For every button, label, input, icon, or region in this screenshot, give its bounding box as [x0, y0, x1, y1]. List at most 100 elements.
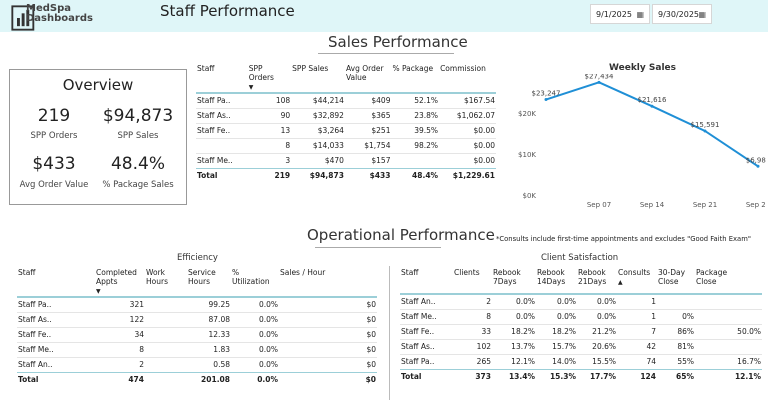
- cell: 15.5%: [592, 357, 616, 366]
- col-header-package-close[interactable]: Package Close: [695, 267, 762, 295]
- cell: 98.2%: [414, 141, 439, 150]
- table-row[interactable]: Staff Pa.. 321 99.25 0.0% $0: [17, 297, 377, 312]
- table-row[interactable]: Staff Me.. 8 1.83 0.0% $0: [17, 342, 377, 357]
- cell: 201.08: [187, 371, 231, 387]
- cell: Total: [17, 371, 95, 387]
- efficiency-table: Staff Completed Appts ▼ Work Hours Servic…: [17, 267, 377, 387]
- table-row[interactable]: 8 $14,033 $1,754 98.2% $0.00: [196, 138, 496, 153]
- table-row[interactable]: Staff An.. 2 0.58 0.0% $0: [17, 357, 377, 372]
- table-row[interactable]: Staff An.. 2 0.0% 0.0% 0.0% 1: [400, 294, 762, 309]
- cell: 33: [481, 327, 491, 336]
- calendar-icon[interactable]: ▦: [698, 10, 706, 19]
- col-header-staff[interactable]: Staff: [17, 267, 95, 298]
- sales-table: Staff SPP Orders ▼ SPP Sales Avg Order Va…: [196, 63, 496, 183]
- col-header-utilization-label: % Utilization: [232, 268, 270, 286]
- table-total-row: Total 219 $94,873 $433 48.4% $1,229.61: [196, 167, 496, 183]
- col-header-staff[interactable]: Staff: [400, 267, 446, 295]
- operational-title-underline: [315, 247, 441, 248]
- cell: Staff Pa..: [197, 96, 231, 106]
- cell: 1.83: [213, 345, 230, 354]
- page-title: Staff Performance: [160, 2, 295, 20]
- col-header-rebook-7[interactable]: Rebook 7Days: [492, 267, 536, 295]
- cell: 16.7%: [737, 357, 761, 366]
- cell: $44,214: [312, 96, 344, 106]
- cell: [145, 327, 187, 342]
- sales-section-title: Sales Performance: [328, 33, 468, 51]
- kpi-spp-orders-value: 219: [37, 106, 71, 126]
- table-row[interactable]: Staff Fe.. 33 18.2% 18.2% 21.2% 7 86% 50.0%: [400, 324, 762, 339]
- cell: [145, 312, 187, 327]
- cell: 0.0%: [231, 371, 279, 387]
- col-header-rebook-7-label: Rebook 7Days: [493, 268, 521, 286]
- cell: 2: [139, 360, 144, 369]
- cell: 87.08: [208, 315, 230, 324]
- cell: 1: [651, 312, 656, 321]
- cell: $251: [371, 126, 391, 135]
- table-row[interactable]: Staff Fe.. 34 12.33 0.0% $0: [17, 327, 377, 342]
- col-header-utilization[interactable]: % Utilization: [231, 267, 279, 298]
- col-header-work-hours-label: Work Hours: [146, 268, 168, 286]
- col-header-spp-orders[interactable]: SPP Orders ▼: [247, 63, 292, 94]
- col-header-completed-appts[interactable]: Completed Appts ▼: [95, 267, 145, 298]
- cell: 0.0%: [258, 330, 278, 339]
- col-header-service-hours[interactable]: Service Hours: [187, 267, 231, 298]
- col-header-completed-appts-label: Completed Appts: [96, 268, 137, 286]
- col-header-service-hours-label: Service Hours: [188, 268, 216, 286]
- table-row[interactable]: Staff Pa.. 265 12.1% 14.0% 15.5% 74 55% 16.7%: [400, 354, 762, 369]
- calendar-icon[interactable]: ▦: [636, 10, 644, 19]
- kpi-avg-order-value: $433: [32, 154, 76, 174]
- sales-title-underline: [318, 53, 454, 54]
- cell: $365: [371, 111, 391, 120]
- col-header-commission[interactable]: Commission: [439, 63, 496, 94]
- col-header-30day-close-label: 30-Day Close: [658, 268, 686, 286]
- cell: 42: [646, 342, 656, 351]
- cell: $0: [366, 300, 376, 310]
- col-header-sales-hour[interactable]: Sales / Hour: [279, 267, 377, 298]
- col-header-avg-order[interactable]: Avg Order Value: [344, 63, 392, 94]
- cell: [695, 294, 762, 309]
- table-row[interactable]: Staff Fe.. 13 $3,264 $251 39.5% $0.00: [196, 123, 496, 138]
- cell: $0: [366, 360, 376, 369]
- col-header-rebook-14[interactable]: Rebook 14Days: [536, 267, 577, 295]
- col-header-spp-sales[interactable]: SPP Sales: [291, 63, 345, 94]
- cell: [145, 297, 187, 312]
- col-header-clients[interactable]: Clients: [446, 267, 492, 295]
- cell: $94,873: [291, 167, 345, 183]
- cell: 20.6%: [592, 342, 616, 351]
- table-row[interactable]: Staff Me.. 3 $470 $157 $0.00: [196, 153, 496, 168]
- cell: Total: [196, 167, 248, 183]
- y-tick-label: $10K: [518, 151, 536, 159]
- table-row[interactable]: Staff As.. 102 13.7% 15.7% 20.6% 42 81%: [400, 339, 762, 354]
- cell: 55%: [677, 357, 694, 366]
- table-row[interactable]: Staff As.. 122 87.08 0.0% $0: [17, 312, 377, 327]
- cell: 15.3%: [536, 368, 577, 384]
- date-end-value: 9/30/2025: [658, 10, 700, 19]
- cell: 90: [280, 111, 291, 120]
- col-header-consults[interactable]: Consults ▲: [617, 267, 657, 295]
- cell: $433: [344, 167, 392, 183]
- table-row[interactable]: Staff Pa.. 108 $44,214 $409 52.1% $167.54: [196, 93, 496, 108]
- cell: 7: [651, 327, 656, 336]
- col-header-work-hours[interactable]: Work Hours: [145, 267, 187, 298]
- cell: 34: [134, 330, 144, 339]
- cell: 18.2%: [511, 327, 535, 336]
- col-header-staff[interactable]: Staff: [196, 63, 248, 94]
- cell: 14.0%: [552, 357, 576, 366]
- cell: $1,062.07: [456, 111, 495, 120]
- date-start-input[interactable]: 9/1/2025 ▦: [590, 4, 650, 24]
- weekly-sales-chart: $0K $10K $20K Sep 07 Sep 14 Sep 21 Sep 28 $23,2…: [518, 74, 766, 209]
- col-header-pct-package[interactable]: % Package: [391, 63, 440, 94]
- table-row[interactable]: Staff Me.. 8 0.0% 0.0% 0.0% 1 0%: [400, 309, 762, 324]
- col-header-rebook-21[interactable]: Rebook 21Days: [577, 267, 617, 295]
- cell: $0.00: [473, 126, 495, 135]
- cell: 3: [285, 156, 291, 165]
- date-end-input[interactable]: 9/30/2025 ▦: [652, 4, 712, 24]
- col-header-30day-close[interactable]: 30-Day Close: [657, 267, 695, 295]
- cell: [391, 153, 439, 168]
- cell: Total: [400, 368, 446, 384]
- cell: [657, 294, 695, 309]
- cell: $0.00: [473, 156, 495, 165]
- table-row[interactable]: Staff As.. 90 $32,892 $365 23.8% $1,062.07: [196, 108, 496, 123]
- col-header-package-close-label: Package Close: [696, 268, 728, 286]
- sort-asc-icon: ▲: [618, 279, 623, 286]
